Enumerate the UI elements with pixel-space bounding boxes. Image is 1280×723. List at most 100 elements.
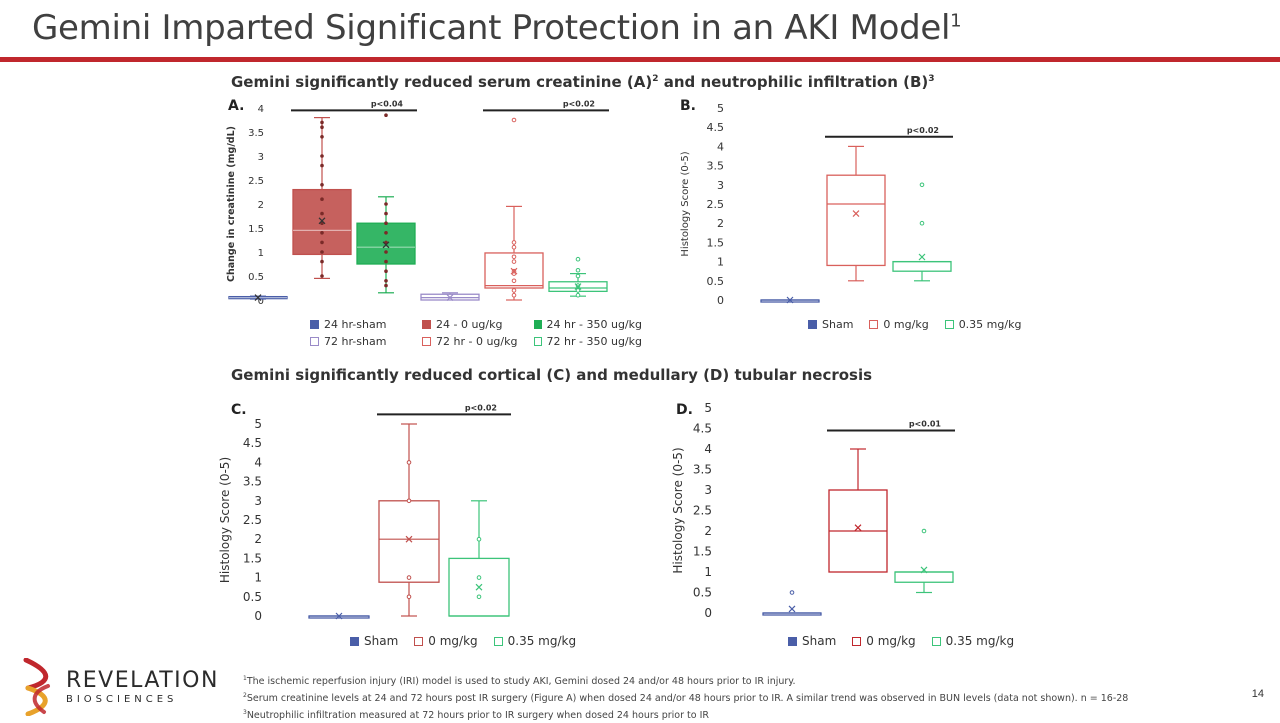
- data-point: [406, 498, 412, 504]
- box-72-hr-0-ug-kg: [484, 117, 544, 301]
- legend-swatch: [534, 320, 542, 329]
- legend-item: 24 - 0 ug/kg: [422, 318, 530, 331]
- legend-label: 0.35 mg/kg: [958, 318, 1022, 331]
- chart-panel-a: A. 0 0.5 1 1.5 2 2.5 3 3.5 4 Change in creatinine …: [220, 96, 680, 312]
- data-point: [575, 288, 581, 293]
- box-iqr: [378, 500, 440, 583]
- y-tick-label: 2: [717, 217, 724, 230]
- legend-label: Sham: [822, 318, 854, 331]
- y-tick-label: 3: [254, 494, 262, 508]
- data-point: [320, 197, 324, 201]
- legend-item: 72 hr - 0 ug/kg: [422, 335, 530, 348]
- legend-label: 0.35 mg/kg: [945, 634, 1015, 648]
- data-point: [320, 231, 324, 235]
- legend-label: 72 hr - 350 ug/kg: [546, 335, 642, 348]
- legend-swatch: [310, 320, 319, 329]
- data-point: [320, 183, 324, 187]
- box-0-mg-kg: [826, 145, 886, 282]
- mean-marker: [918, 253, 926, 261]
- logo-sub: BIOSCIENCES: [66, 694, 178, 705]
- y-tick-label: 1.5: [693, 545, 712, 559]
- y-tick-label: 0.5: [243, 590, 262, 604]
- medullary-box-chart: D. 0 0.5 1 1.5 2 2.5 3 3.5 4 4.5 5 Histology Score (…: [671, 401, 955, 620]
- y-tick-label: 2: [258, 200, 264, 211]
- y-tick-label: 5: [704, 401, 712, 415]
- legend-swatch: [310, 337, 319, 346]
- box-0-mg-kg: [378, 423, 440, 617]
- mean-marker: [335, 612, 343, 620]
- data-point: [384, 221, 388, 225]
- data-point: [476, 575, 482, 580]
- data-point: [511, 240, 517, 245]
- data-point: [919, 220, 925, 226]
- data-point: [919, 182, 925, 188]
- data-point: [320, 259, 324, 264]
- data-point: [575, 256, 581, 262]
- legend-item: Sham: [808, 318, 853, 331]
- legend-swatch: [493, 636, 503, 646]
- panel-label: D.: [676, 402, 693, 418]
- data-point: [384, 113, 388, 117]
- y-tick-label: 2.5: [693, 504, 712, 518]
- data-point: [476, 594, 482, 600]
- legend-swatch: [534, 337, 542, 346]
- y-tick-label: 3.5: [248, 128, 264, 139]
- y-tick-label: 4.5: [707, 121, 725, 134]
- chart-panel-c: C. 0 0.5 1 1.5 2 2.5 3 3.5 4 4.5 5 Histology Score (…: [215, 396, 595, 632]
- box-24-0-ug-kg: [292, 117, 352, 279]
- box-0-mg-kg: [828, 448, 888, 573]
- legend-item: 24 hr-sham: [310, 318, 418, 331]
- data-point: [511, 254, 517, 260]
- y-tick-label: 0: [258, 296, 264, 307]
- legend-swatch: [422, 337, 431, 346]
- y-tick-label: 1.5: [243, 551, 262, 565]
- y-tick-label: 2.5: [243, 513, 262, 527]
- data-point: [511, 244, 517, 250]
- data-point: [320, 250, 324, 254]
- mean-marker: [510, 267, 518, 275]
- y-tick-label: 3.5: [693, 463, 712, 477]
- page-number: 14: [1251, 688, 1264, 700]
- mean-marker: [920, 566, 928, 574]
- y-tick-label: 1: [258, 248, 264, 259]
- neutrophil-box-chart: B. 0 0.5 1 1.5 2 2.5 3 3.5 4 4.5 5 Histology Score (…: [680, 98, 953, 307]
- y-axis-label: Histology Score (0-5): [671, 447, 685, 573]
- y-axis-label: Histology Score (0-5): [218, 457, 232, 583]
- box-0-35-mg-kg: [892, 182, 952, 282]
- data-point: [575, 267, 581, 273]
- legend-label: Sham: [802, 634, 837, 648]
- footnote-2: 2Serum creatinine levels at 24 and 72 ho…: [243, 692, 1129, 705]
- mean-marker: [786, 296, 794, 304]
- chart-panel-b: B. 0 0.5 1 1.5 2 2.5 3 3.5 4 4.5 5 Histology Score (…: [670, 96, 1040, 312]
- y-tick-label: 0.5: [248, 272, 264, 283]
- mean-marker: [788, 605, 796, 613]
- chart-panel-d: D. 0 0.5 1 1.5 2 2.5 3 3.5 4 4.5 5 Histology Score (…: [660, 396, 1040, 632]
- mean-marker: [382, 241, 390, 249]
- legend-panel-c: Sham 0 mg/kg 0.35 mg/kg: [350, 634, 610, 649]
- data-point: [406, 594, 412, 600]
- data-point: [320, 163, 324, 168]
- legend-label: Sham: [364, 634, 399, 648]
- footnotes: 1The ischemic reperfusion injury (IRI) m…: [243, 672, 1128, 723]
- data-point: [789, 590, 795, 595]
- p-value-label: p<0.02: [907, 126, 939, 135]
- data-point: [476, 536, 482, 542]
- mean-marker: [852, 210, 860, 218]
- legend-panel-a: 24 hr-sham 24 - 0 ug/kg 24 hr - 350 ug/kg 7…: [310, 318, 670, 352]
- legend-label: 72 hr-sham: [324, 335, 387, 348]
- y-tick-label: 4: [704, 442, 712, 456]
- title-rule: [0, 57, 1280, 62]
- data-point: [384, 279, 388, 283]
- data-point: [511, 288, 517, 293]
- legend-item: 0 mg/kg: [869, 318, 929, 331]
- legend-label: 72 hr - 0 ug/kg: [436, 335, 518, 348]
- data-point: [384, 231, 388, 235]
- legend-swatch: [931, 636, 941, 646]
- box-iqr: [892, 260, 952, 272]
- legend-label: 0.35 mg/kg: [507, 634, 577, 648]
- data-point: [406, 575, 412, 580]
- mean-marker: [854, 524, 862, 532]
- y-tick-label: 4: [254, 455, 262, 469]
- data-point: [921, 528, 927, 534]
- data-point: [320, 135, 324, 139]
